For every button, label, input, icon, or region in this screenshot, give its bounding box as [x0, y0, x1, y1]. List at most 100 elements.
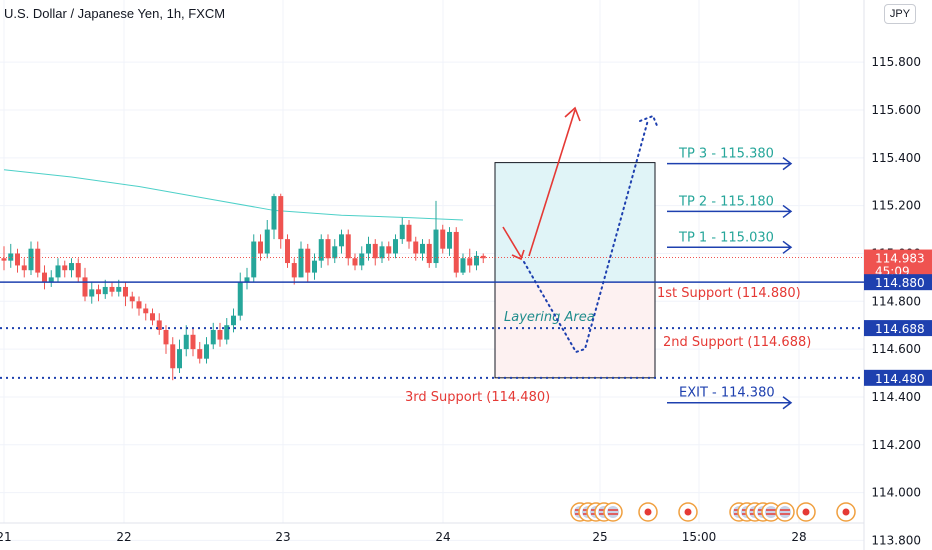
candle-body — [156, 320, 162, 330]
event-sun — [684, 508, 692, 516]
support-price-tag-text: 114.880 — [875, 276, 925, 290]
price-axis: 115.800115.600115.400115.200115.000114.8… — [871, 55, 921, 547]
candle — [271, 193, 277, 240]
candle-body — [291, 263, 297, 278]
candle — [426, 239, 432, 268]
red-arrow-up-head — [564, 106, 581, 122]
candle-body — [136, 301, 142, 309]
candle-body — [298, 248, 304, 278]
candle — [1, 246, 7, 271]
jp-flag-event-icon — [678, 502, 698, 522]
candle — [109, 282, 115, 297]
candle-body — [116, 286, 122, 292]
target-arrow-head — [782, 157, 793, 171]
candle — [278, 193, 284, 249]
candle-body — [21, 265, 27, 271]
box-outline — [494, 162, 656, 379]
candle — [359, 246, 365, 271]
candle — [204, 337, 209, 364]
candle-body — [75, 263, 81, 278]
event-sun — [644, 508, 652, 516]
candle — [210, 322, 216, 350]
candle-body — [150, 313, 155, 321]
candle — [69, 258, 74, 278]
price-tick-label: 115.400 — [871, 151, 921, 165]
support-label: 1st Support (114.880) — [657, 286, 801, 301]
candle-body — [237, 282, 243, 316]
time-tick-label: 23 — [275, 530, 290, 544]
candle — [8, 243, 14, 268]
candle-body — [433, 229, 439, 264]
candle-body — [35, 248, 41, 273]
candle-body — [55, 265, 61, 278]
economic-events — [570, 502, 856, 522]
exit-label: EXIT - 114.380 — [679, 386, 775, 401]
support-price-tag: 114.880 — [864, 274, 932, 291]
candle — [82, 267, 88, 302]
candle-body — [190, 334, 196, 350]
candle-body — [359, 253, 365, 266]
candle-body — [177, 349, 182, 369]
candle — [460, 253, 466, 275]
candle-body — [28, 248, 34, 271]
candle — [325, 234, 331, 266]
candle-body — [325, 239, 331, 259]
exit-arrow-head — [782, 396, 793, 410]
candle — [447, 227, 452, 256]
price-tick-label: 115.600 — [871, 103, 921, 117]
candle — [102, 279, 108, 299]
candle-body — [453, 231, 459, 273]
price-tick-label: 114.800 — [871, 294, 921, 308]
target-label: TP 1 - 115.030 — [678, 230, 774, 245]
price-tick-label: 114.600 — [871, 342, 921, 356]
chart-title: U.S. Dollar / Japanese Yen, 1h, FXCM — [4, 6, 226, 21]
event-flag — [765, 506, 777, 518]
candle-body — [8, 253, 14, 261]
candle-body — [102, 286, 108, 295]
candle-body — [386, 246, 392, 254]
time-tick-label: 28 — [791, 530, 806, 544]
candle — [136, 296, 142, 316]
candle-body — [413, 241, 419, 254]
event-flag — [779, 506, 791, 518]
layering-box — [494, 162, 656, 379]
candle — [197, 341, 203, 364]
candle — [177, 339, 182, 374]
candle-body — [96, 289, 101, 295]
candle — [96, 284, 101, 302]
candle — [129, 291, 135, 309]
time-tick-label: 21 — [0, 530, 12, 544]
jp-flag-event-icon — [638, 502, 658, 522]
candle-body — [204, 344, 209, 359]
support-price-tag-text: 114.688 — [875, 322, 925, 336]
candle-body — [89, 289, 95, 297]
candle-body — [264, 229, 270, 254]
candle — [123, 282, 128, 307]
candle — [474, 251, 479, 271]
currency-button[interactable]: JPY — [884, 4, 916, 24]
candle — [366, 236, 371, 261]
candle — [264, 220, 270, 259]
candle-body — [366, 243, 371, 254]
jp-flag-event-icon — [796, 502, 816, 522]
candle-body — [123, 286, 128, 297]
candle-body — [170, 344, 176, 369]
candle — [35, 241, 41, 278]
support-label: 2nd Support (114.688) — [663, 335, 811, 350]
box-upper-zone — [495, 162, 655, 283]
candle-body — [129, 296, 135, 302]
candle-body — [440, 229, 446, 249]
layering-area-label: Layering Area — [504, 310, 595, 325]
candle — [258, 234, 263, 261]
time-tick-label: 15:00 — [682, 530, 717, 544]
us-flag-event-icon — [761, 502, 781, 522]
candle — [372, 239, 378, 266]
price-tick-label: 114.000 — [871, 486, 921, 500]
candle-body — [82, 277, 88, 297]
event-sun — [802, 508, 810, 516]
box-lower-zone — [495, 282, 655, 378]
candle — [156, 313, 162, 335]
candle — [352, 253, 358, 271]
